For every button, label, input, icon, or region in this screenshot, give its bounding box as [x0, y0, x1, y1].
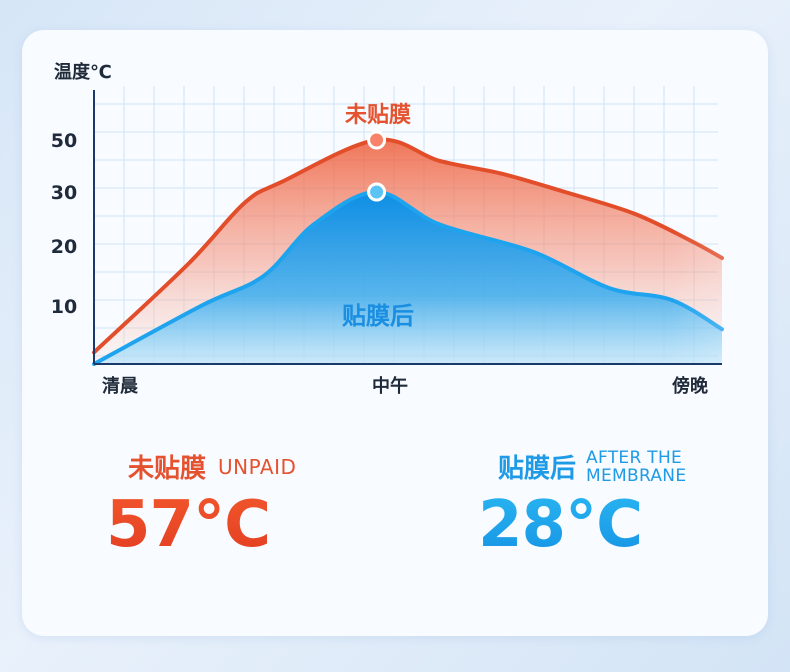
- area-label-after: 贴膜后: [342, 302, 414, 330]
- unpaid-temperature-value: 57°C: [106, 488, 271, 562]
- unpaid-label-en: UNPAID: [218, 454, 297, 479]
- peak-marker-unpaid: [367, 130, 387, 150]
- after-label-en-line1: AFTER THE: [586, 447, 683, 468]
- after-label-en: AFTER THE MEMBRANE: [586, 449, 686, 485]
- x-tick-label: 清晨: [102, 376, 139, 397]
- y-tick-label: 20: [51, 236, 77, 258]
- unpaid-stat-header: 未贴膜 UNPAID: [128, 448, 296, 485]
- y-axis-title: 温度℃: [54, 62, 112, 83]
- after-stat-header: 贴膜后 AFTER THE MEMBRANE: [498, 448, 686, 485]
- y-tick-label: 10: [51, 296, 77, 318]
- after-label-en-line2: MEMBRANE: [586, 465, 687, 486]
- peak-marker-after: [367, 182, 387, 202]
- y-tick-label: 50: [51, 130, 77, 152]
- x-tick-label: 中午: [372, 375, 408, 397]
- after-label-cn: 贴膜后: [498, 454, 577, 484]
- x-tick-label: 傍晚: [672, 375, 708, 397]
- peak-label-unpaid: 未贴膜: [345, 102, 411, 128]
- series-after-area: [94, 192, 722, 364]
- after-temperature-value: 28°C: [478, 488, 643, 562]
- series-after-line: [92, 190, 724, 366]
- y-tick-label: 30: [51, 182, 77, 204]
- unpaid-label-cn: 未贴膜: [128, 454, 207, 484]
- series-unpaid-line: [92, 137, 724, 355]
